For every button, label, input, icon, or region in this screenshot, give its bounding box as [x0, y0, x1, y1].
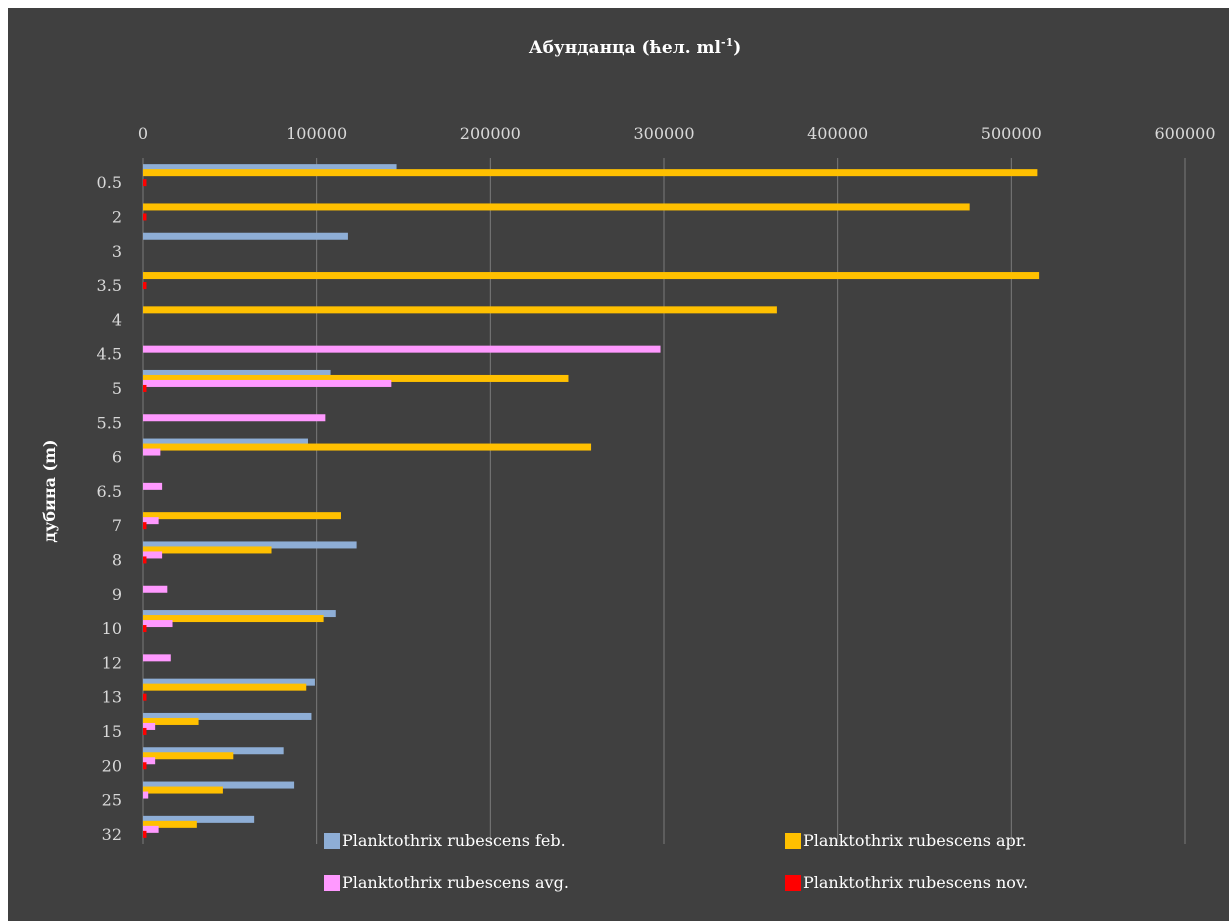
- y-category-label: 10: [102, 619, 122, 638]
- y-category-label: 8: [112, 550, 122, 569]
- chart-title-superscript: -1: [721, 36, 733, 49]
- bar-4-3.5: [143, 282, 147, 290]
- bar-3-7: [143, 517, 159, 525]
- bar-3-8: [143, 551, 163, 559]
- bar-chart: Абунданца (ћел. ml-1) 0 100000 200000 30000…: [40, 36, 1216, 892]
- bar-2-6: [143, 443, 592, 451]
- bar-4-2: [143, 213, 147, 221]
- y-category-label: 15: [102, 722, 122, 741]
- bar-4-8: [143, 556, 147, 564]
- x-tick-label: 300000: [633, 124, 694, 143]
- bar-2-25: [143, 786, 223, 794]
- bar-1-15: [143, 712, 312, 720]
- bar-4-5: [143, 384, 147, 392]
- bar-4-10: [143, 625, 147, 633]
- bar-4-7: [143, 522, 147, 530]
- x-tick-label: 100000: [286, 124, 347, 143]
- legend-label: Planktothrix rubescens feb.: [342, 831, 566, 850]
- bar-2-3.5: [143, 272, 1040, 280]
- x-tick-label: 600000: [1154, 124, 1215, 143]
- bar-3-20: [143, 757, 156, 765]
- bar-2-10: [143, 615, 324, 623]
- bar-3-10: [143, 620, 173, 628]
- x-tick-label: 200000: [460, 124, 521, 143]
- legend-label: Planktothrix rubescens apr.: [803, 831, 1027, 850]
- legend-swatch: [324, 833, 340, 849]
- legend-swatch: [785, 833, 801, 849]
- y-category-label: 9: [112, 585, 122, 604]
- bar-3-25: [143, 791, 149, 799]
- bar-1-6: [143, 438, 308, 446]
- y-category-label: 3: [112, 242, 122, 261]
- bars: [143, 164, 1040, 838]
- y-category-label: 13: [102, 688, 122, 707]
- legend-swatch: [785, 875, 801, 891]
- chart-area: Абунданца (ћел. ml-1) 0 100000 200000 30000…: [8, 8, 1229, 921]
- x-tick-label: 0: [138, 124, 148, 143]
- bar-4-20: [143, 762, 147, 770]
- bar-3-4.5: [143, 345, 661, 353]
- y-axis-categories: 0.5 2 3 3.5 4 4.5 5 5.5 6 6.5 7 8 9 10 12 13 15 20 25 32: [97, 173, 122, 844]
- y-axis-title: дубина (m): [40, 439, 59, 542]
- bar-1-25: [143, 781, 295, 789]
- bar-4-32: [143, 830, 147, 838]
- legend: Planktothrix rubescens feb. Planktothrix …: [324, 831, 1028, 892]
- bar-1-10: [143, 610, 336, 618]
- bar-3-6.5: [143, 482, 163, 490]
- y-category-label: 4: [112, 310, 122, 329]
- bar-1-5: [143, 369, 331, 377]
- bar-1-8: [143, 541, 357, 549]
- y-category-label: 5: [112, 379, 122, 398]
- bar-3-12: [143, 654, 171, 662]
- bar-3-9: [143, 585, 168, 593]
- y-category-label: 6: [112, 448, 122, 467]
- bar-2-5: [143, 374, 569, 382]
- y-category-label: 25: [102, 791, 122, 810]
- bar-1-20: [143, 747, 284, 755]
- bar-3-15: [143, 722, 156, 730]
- y-category-label: 32: [102, 825, 122, 844]
- y-category-label: 3.5: [97, 276, 122, 295]
- y-category-label: 7: [112, 516, 122, 535]
- x-axis-ticks: 0 100000 200000 300000 400000 500000 600000: [138, 124, 1216, 143]
- y-category-label: 6.5: [97, 482, 122, 501]
- y-category-label: 4.5: [97, 345, 122, 364]
- x-tick-label: 400000: [807, 124, 868, 143]
- bar-2-7: [143, 512, 341, 520]
- bar-4-13: [143, 693, 147, 701]
- y-category-label: 5.5: [97, 413, 122, 432]
- y-category-label: 0.5: [97, 173, 122, 192]
- bar-3-6: [143, 448, 161, 456]
- y-category-label: 2: [112, 207, 122, 226]
- legend-label: Planktothrix rubescens nov.: [803, 873, 1028, 892]
- bar-1-32: [143, 815, 255, 823]
- bar-3-32: [143, 825, 159, 833]
- y-category-label: 20: [102, 756, 122, 775]
- bar-1-0.5: [143, 164, 397, 172]
- bar-2-8: [143, 546, 272, 554]
- x-tick-label: 500000: [981, 124, 1042, 143]
- gridlines: [142, 158, 1186, 844]
- bar-2-32: [143, 820, 197, 828]
- bar-2-20: [143, 752, 234, 760]
- legend-label: Planktothrix rubescens avg.: [342, 873, 569, 892]
- bar-2-15: [143, 717, 199, 725]
- bar-2-2: [143, 203, 970, 211]
- bar-2-13: [143, 683, 307, 691]
- chart-title: Абунданца (ћел. ml-1): [529, 36, 742, 58]
- bar-3-5: [143, 379, 392, 387]
- y-category-label: 12: [102, 653, 122, 672]
- legend-swatch: [324, 875, 340, 891]
- bar-4-15: [143, 727, 147, 735]
- bar-2-0.5: [143, 169, 1038, 177]
- bar-1-13: [143, 678, 315, 686]
- chart-title-end: ): [733, 38, 741, 58]
- bar-3-5.5: [143, 414, 326, 422]
- bar-1-3: [143, 232, 348, 240]
- bar-4-0.5: [143, 179, 147, 187]
- bar-2-4: [143, 306, 777, 314]
